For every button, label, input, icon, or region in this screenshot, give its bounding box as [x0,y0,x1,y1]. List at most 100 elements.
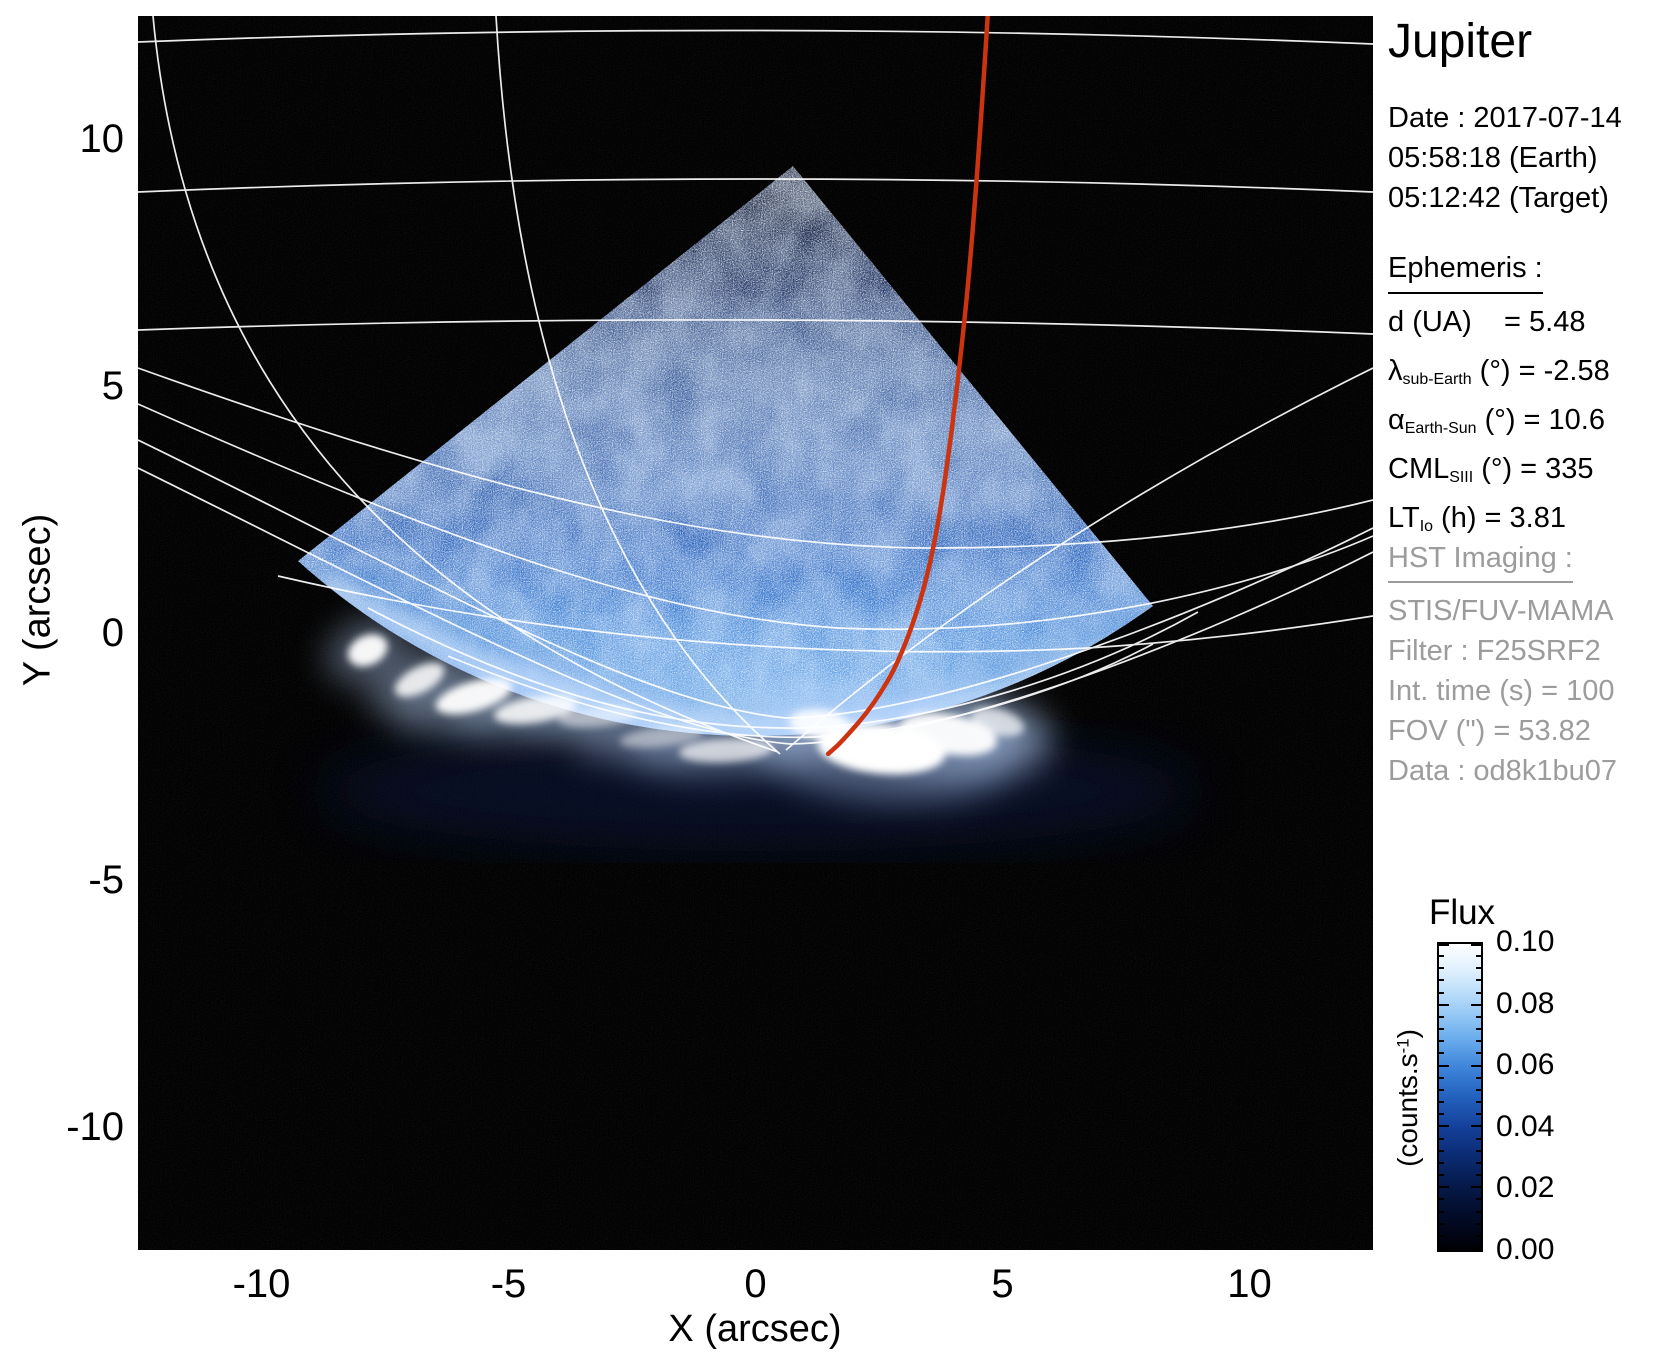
colorbar-tick-mark [1439,1247,1449,1249]
colorbar-unit-label: (counts.s-1) [1392,1029,1424,1167]
colorbar-tick-mark [1439,944,1449,946]
x-axis-label: X (arcsec) [668,1308,842,1350]
colorbar-tick-mark [1476,979,1481,982]
colorbar-tick-mark [1471,1247,1481,1249]
y-tick-label: -5 [88,857,124,902]
colorbar-tick-mark [1439,1198,1444,1201]
sky-image-plot [138,16,1373,1250]
aurora-spot [619,725,704,748]
symbol: CML [1388,452,1450,485]
colorbar-tick-mark [1476,1137,1481,1140]
colorbar-tick-mark [1439,1003,1449,1006]
ephemeris-row-distance: d (UA) = 5.48 [1388,302,1610,351]
value: (°) = -2.58 [1471,354,1610,387]
colorbar-tick-mark [1439,1149,1444,1152]
colorbar-tick-mark [1439,1052,1444,1055]
colorbar-tick-mark [1476,1028,1481,1031]
latitude-line [367,607,1199,729]
hst-header: HST Imaging : [1388,538,1573,583]
colorbar-tick-label: 0.02 [1496,1171,1555,1205]
x-tick-label: 10 [1227,1262,1272,1306]
latitude-line [138,367,1373,549]
colorbar-tick-mark [1471,1125,1481,1128]
colorbar-tick-mark [1439,1186,1449,1189]
symbol-subscript: Earth-Sun [1404,419,1477,437]
colorbar-tick-mark [1439,979,1444,982]
y-tick-label: 5 [101,364,124,409]
y-axis-label: Y (arcsec) [16,513,59,687]
hst-instrument: STIS/FUV-MAMA [1388,595,1614,627]
colorbar-tick-mark [1476,955,1481,958]
symbol: α [1388,403,1405,436]
colorbar-tick-label: 0.10 [1496,925,1555,958]
meridian-line [785,367,1373,751]
colorbar-tick-mark [1439,1076,1444,1079]
latitude-line [138,319,1373,335]
colorbar-tick-mark [1439,1088,1444,1091]
colorbar-tick-mark [1439,1015,1444,1018]
value: (°) = 335 [1473,452,1594,485]
meridian-line [495,16,781,755]
latitude-line [138,29,1373,45]
figure-title: Jupiter [1388,15,1533,68]
colorbar-tick-mark [1439,1161,1444,1164]
colorbar-tick-mark [1476,991,1481,994]
colorbar-tick-mark [1471,1064,1481,1067]
value: (UA) = 5.48 [1404,306,1586,338]
unit-text: (counts.s [1392,1053,1423,1167]
symbol: λ [1388,354,1403,387]
y-tick-label: 0 [101,611,124,655]
colorbar-tick-mark [1476,1113,1481,1116]
colorbar-tick-mark [1476,1161,1481,1164]
hst-fov: FOV (") = 53.82 [1388,715,1591,747]
colorbar-tick-mark [1439,1113,1444,1116]
colorbar-tick-mark [1439,1210,1444,1213]
y-tick-label: 10 [79,117,125,162]
colorbar-tick-mark [1439,1174,1444,1177]
colorbar-tick-mark [1439,1040,1444,1043]
ephemeris-row-cml: CMLSIII (°) = 335 [1388,449,1610,498]
colorbar-tick-label: 0.06 [1496,1048,1555,1082]
colorbar-tick-label: 0.08 [1496,986,1555,1020]
colorbar-tick-mark [1476,1149,1481,1152]
aurora-spot [558,706,637,728]
x-tick-label: 5 [991,1262,1014,1306]
planet-graticule [138,16,1373,755]
colorbar-tick-mark [1439,1064,1449,1067]
colorbar-tick-mark [1476,1222,1481,1225]
ephemeris-row-subearth-lat: λsub-Earth (°) = -2.58 [1388,351,1610,400]
ephemeris-header: Ephemeris : [1388,248,1543,294]
colorbar-title: Flux [1428,893,1496,932]
colorbar-tick-mark [1476,967,1481,970]
planet-limb-line [138,439,1373,719]
colorbar-tick-mark [1471,944,1481,946]
ephemeris-block: Ephemeris : d (UA) = 5.48 λsub-Earth (°)… [1388,248,1610,547]
latitude-line [138,178,1373,193]
symbol-subscript: sub-Earth [1402,370,1472,388]
latitude-line [277,575,1373,653]
colorbar-tick-mark [1476,1210,1481,1213]
colorbar-tick-mark [1476,1040,1481,1043]
colorbar-tick-mark [1439,1028,1444,1031]
colorbar-tick-mark [1476,1015,1481,1018]
x-tick-label: 0 [744,1262,767,1306]
unit-exponent: -1 [1393,1038,1413,1054]
colorbar-tick-mark [1476,1198,1481,1201]
colorbar-tick-mark [1439,1234,1444,1237]
aurora-spot [347,634,388,667]
colorbar-tick-mark [1439,955,1444,958]
aurora-spot [679,738,773,763]
colorbar [1437,942,1483,1252]
hst-data-id: Data : od8k1bu07 [1388,755,1617,787]
colorbar-tick-mark [1439,991,1444,994]
value: (°) = 10.6 [1476,403,1605,436]
sky-image-svg [138,16,1373,1250]
colorbar-tick-mark [1471,1003,1481,1006]
symbol: LT [1388,501,1420,534]
colorbar-tick-label: 0.04 [1496,1109,1555,1143]
colorbar-tick-mark [1439,1137,1444,1140]
symbol-subscript: SIII [1449,468,1474,486]
symbol: d [1388,306,1405,338]
hst-filter: Filter : F25SRF2 [1388,635,1601,667]
